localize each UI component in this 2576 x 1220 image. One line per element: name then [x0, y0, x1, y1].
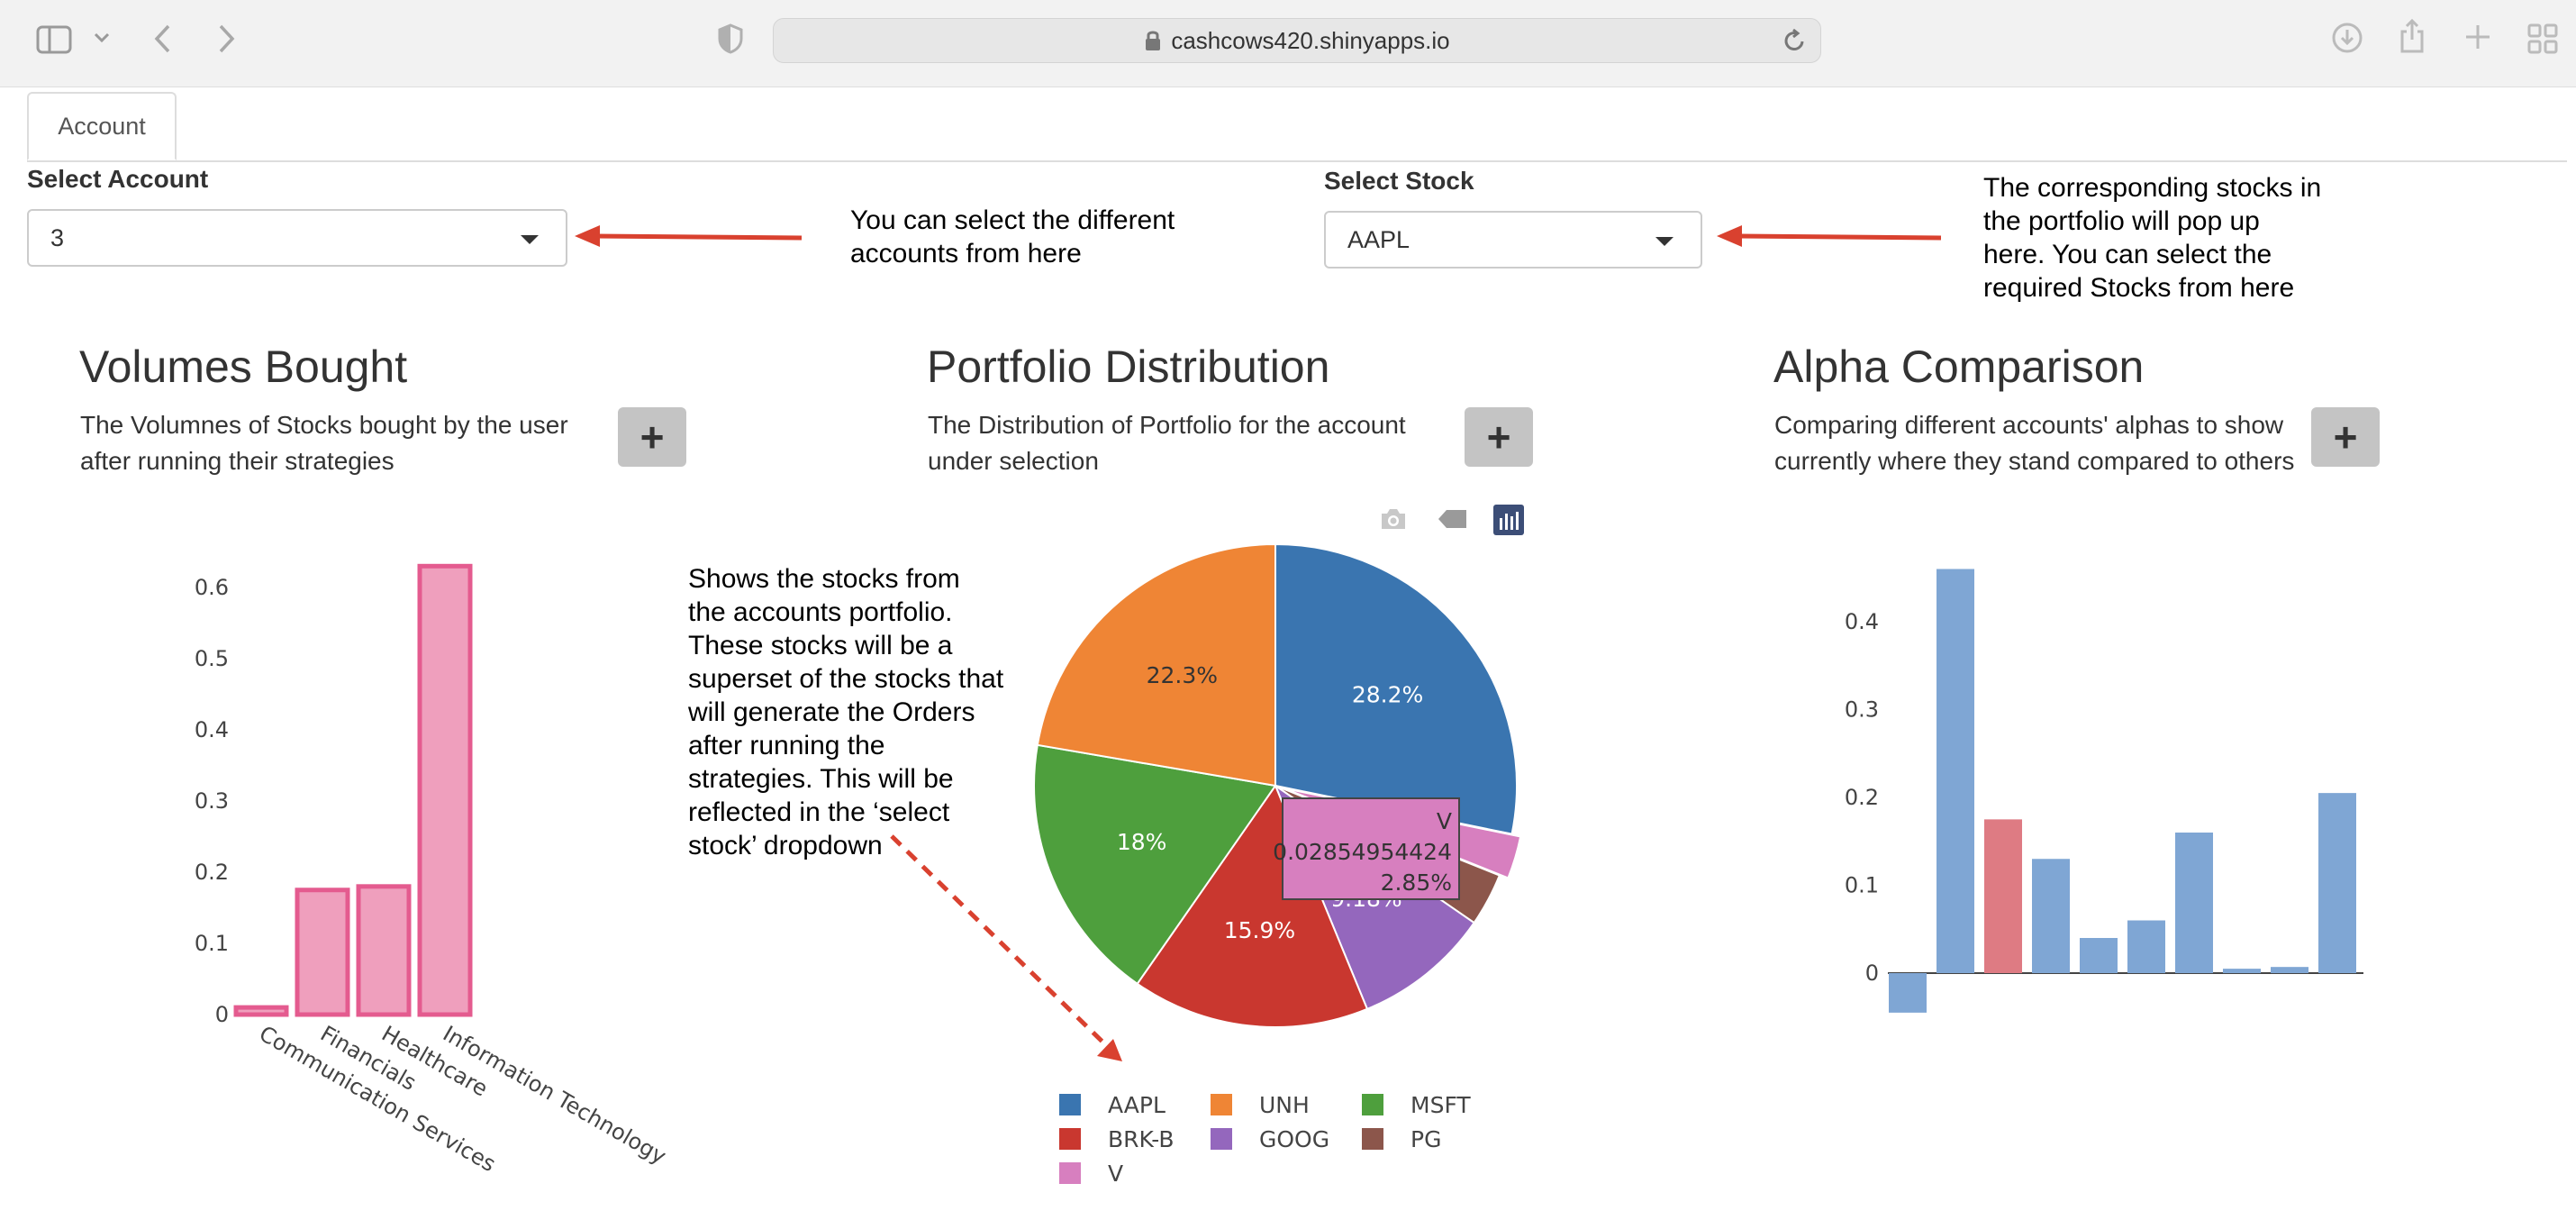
forward-icon[interactable] — [218, 23, 236, 54]
legend-label[interactable]: AAPL — [1108, 1092, 1166, 1118]
legend-swatch[interactable] — [1362, 1128, 1383, 1150]
volumes-description: The Volumnes of Stocks bought by the use… — [80, 411, 568, 475]
volumes-title: Volumes Bought — [79, 341, 408, 392]
tab-account[interactable]: Account — [27, 92, 177, 160]
stock-arrow — [1717, 225, 1942, 247]
slice-label: 22.3% — [1147, 662, 1218, 688]
plotly-logo-icon[interactable] — [1493, 505, 1524, 535]
slice-label: 18% — [1117, 829, 1167, 855]
slice-label: 15.9% — [1224, 917, 1295, 943]
legend-label[interactable]: PG — [1410, 1126, 1441, 1152]
select-stock-label: Select Stock — [1324, 167, 1474, 195]
y-tick-label: 0 — [215, 1002, 229, 1027]
y-tick-label: 0.1 — [195, 931, 229, 956]
reload-icon[interactable] — [1782, 28, 1806, 53]
y-tick-label: 0.4 — [1845, 609, 1879, 634]
pie-slice[interactable] — [1033, 743, 1277, 986]
y-tick-label: 0.5 — [195, 646, 229, 671]
caret-down-icon — [521, 235, 539, 244]
y-tick-label: 0 — [1865, 961, 1879, 986]
account-select[interactable]: 3 — [27, 209, 567, 267]
pie-slice[interactable] — [1136, 783, 1369, 1028]
account-arrow — [575, 225, 803, 247]
tooltip-line: 2.85% — [1381, 869, 1452, 896]
camera-icon[interactable] — [1378, 506, 1409, 532]
pie-annotation: Shows the stocks from the accounts portf… — [688, 564, 1004, 860]
download-icon[interactable] — [2331, 22, 2363, 54]
tag-icon[interactable] — [1438, 508, 1468, 530]
chevron-down-icon[interactable] — [94, 32, 110, 43]
caret-down-icon — [1655, 237, 1673, 246]
alpha-expand-button[interactable]: + — [2311, 407, 2380, 467]
legend-label[interactable]: BRK-B — [1108, 1126, 1175, 1152]
volumes-expand-button[interactable]: + — [618, 407, 686, 467]
sidebar-toggle-icon[interactable] — [36, 25, 72, 54]
browser-toolbar: cashcows420.shinyapps.io — [0, 0, 2576, 87]
pie-slice[interactable] — [1274, 542, 1518, 835]
volume-bar[interactable] — [233, 1005, 289, 1017]
alpha-bar[interactable] — [2127, 920, 2165, 974]
tooltip-line: V — [1437, 808, 1452, 834]
legend-label[interactable]: UNH — [1259, 1092, 1310, 1118]
slice-label: 28.2% — [1352, 681, 1423, 707]
privacy-shield-icon[interactable] — [717, 23, 744, 54]
legend-swatch[interactable] — [1362, 1094, 1383, 1115]
legend-swatch[interactable] — [1059, 1128, 1081, 1150]
pie-slice[interactable] — [1036, 542, 1276, 788]
legend-swatch[interactable] — [1211, 1128, 1232, 1150]
alpha-bar[interactable] — [2318, 793, 2356, 973]
account-annotation: You can select the different accounts fr… — [850, 205, 1175, 269]
select-account-label: Select Account — [27, 165, 209, 193]
volume-bar[interactable] — [417, 563, 473, 1017]
alpha-title: Alpha Comparison — [1773, 341, 2145, 392]
portfolio-title: Portfolio Distribution — [927, 341, 1330, 392]
share-icon[interactable] — [2398, 18, 2426, 54]
portfolio-expand-button[interactable]: + — [1465, 407, 1533, 467]
tab-overview-icon[interactable] — [2527, 23, 2558, 54]
y-tick-label: 0.2 — [195, 860, 229, 885]
legend-swatch[interactable] — [1211, 1094, 1232, 1115]
alpha-bar[interactable] — [2032, 859, 2070, 973]
legend-swatch[interactable] — [1059, 1162, 1081, 1184]
volume-bar[interactable] — [295, 888, 350, 1017]
legend-label[interactable]: MSFT — [1410, 1092, 1471, 1118]
back-icon[interactable] — [153, 23, 171, 54]
y-tick-label: 0.3 — [195, 788, 229, 814]
stock-select[interactable]: AAPL — [1324, 211, 1702, 269]
y-tick-label: 0.4 — [195, 717, 229, 742]
new-tab-icon[interactable] — [2464, 23, 2491, 50]
hover-tooltip — [1282, 797, 1460, 900]
y-tick-label: 0.3 — [1845, 697, 1879, 723]
y-tick-label: 0.2 — [1845, 785, 1879, 810]
alpha-bar[interactable] — [2223, 969, 2261, 973]
alpha-description: Comparing different accounts' alphas to … — [1774, 411, 2295, 475]
alpha-bar[interactable] — [1889, 973, 1927, 1013]
legend-label[interactable]: GOOG — [1259, 1126, 1329, 1152]
alpha-bar[interactable] — [2080, 938, 2118, 973]
address-bar[interactable]: cashcows420.shinyapps.io — [773, 18, 1821, 63]
alpha-bar[interactable] — [2271, 967, 2308, 973]
y-tick-label: 0.6 — [195, 575, 229, 600]
volume-bar[interactable] — [356, 884, 412, 1017]
portfolio-description: The Distribution of Portfolio for the ac… — [928, 411, 1406, 475]
alpha-bar[interactable] — [2175, 833, 2213, 973]
legend-label[interactable]: V — [1108, 1161, 1123, 1187]
legend-swatch[interactable] — [1059, 1094, 1081, 1115]
tooltip-line: 0.02854954424 — [1273, 839, 1452, 865]
stock-select-value: AAPL — [1347, 225, 1410, 253]
url-text: cashcows420.shinyapps.io — [1171, 26, 1450, 54]
legend-arrow — [890, 834, 1122, 1061]
lock-icon — [1146, 31, 1161, 50]
alpha-bar[interactable] — [1937, 569, 1974, 974]
y-tick-label: 0.1 — [1845, 873, 1879, 898]
alpha-bar-selected[interactable] — [1984, 819, 2022, 973]
stock-annotation: The corresponding stocks in the portfoli… — [1983, 173, 2322, 303]
tab-bar: Account — [27, 86, 2567, 162]
account-select-value: 3 — [50, 223, 65, 251]
